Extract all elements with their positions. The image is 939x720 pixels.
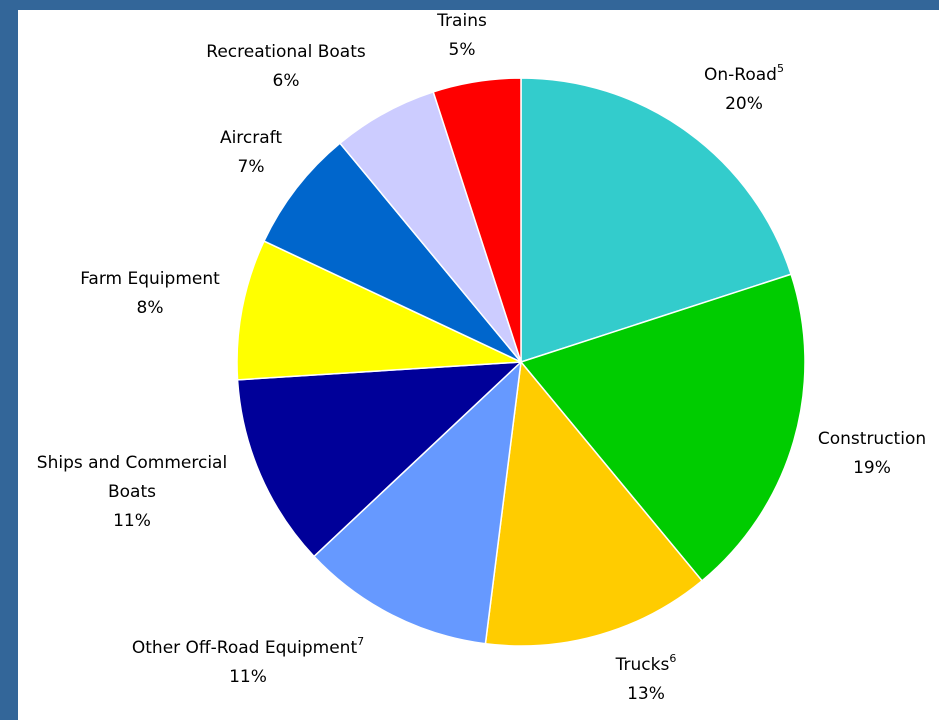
pie-slice-construction — [519, 273, 806, 582]
slice-label-on-road: On-Road5 — [704, 62, 784, 85]
pie-slice-ships-and-commercial-boats — [236, 361, 524, 558]
pie-slice-other-off-road-equipment — [312, 360, 523, 645]
slice-percent-ships-and-commercial-boats: 11% — [113, 511, 151, 531]
pie-slice-farm-equipment — [236, 240, 522, 381]
slice-label-aircraft: Aircraft — [220, 128, 282, 148]
slice-percent-other-off-road-equipment: 11% — [229, 667, 267, 687]
pie-slice-trains — [432, 77, 522, 363]
slice-label-ships-and-commercial-boats-line1: Ships and Commercial — [37, 453, 227, 473]
slice-label-recreational-boats: Recreational Boats — [206, 42, 366, 62]
slice-percent-aircraft: 7% — [238, 157, 265, 177]
slice-percent-recreational-boats: 6% — [273, 71, 300, 91]
slice-percent-trucks: 13% — [627, 684, 665, 704]
pie-slice-aircraft — [263, 142, 522, 363]
slice-label-ships-and-commercial-boats-line2: Boats — [108, 482, 156, 502]
slice-label-construction: Construction — [818, 429, 926, 449]
footnote-marker: 7 — [357, 635, 364, 648]
slice-label-trains: Trains — [436, 11, 487, 31]
slice-label-other-off-road-equipment: Other Off-Road Equipment7 — [132, 635, 364, 658]
slice-label-farm-equipment: Farm Equipment — [80, 269, 220, 289]
footnote-marker: 5 — [777, 62, 784, 75]
pie-slice-trucks — [484, 360, 704, 647]
slice-percent-on-road: 20% — [725, 94, 763, 114]
slice-percent-farm-equipment: 8% — [137, 298, 164, 318]
slice-percent-trains: 5% — [449, 40, 476, 60]
footnote-marker: 6 — [669, 652, 676, 665]
slice-label-trucks: Trucks6 — [615, 652, 677, 675]
slice-percent-construction: 19% — [853, 458, 891, 478]
pie-slice-on-road — [520, 77, 793, 364]
